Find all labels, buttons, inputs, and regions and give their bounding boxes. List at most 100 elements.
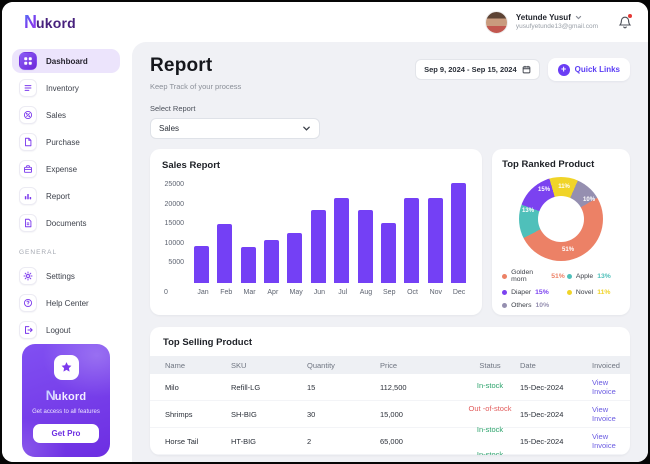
- table-cell: 2: [307, 436, 312, 446]
- sidebar-item-label: Sales: [46, 110, 67, 120]
- documents-icon: [19, 214, 37, 232]
- legend-name: Novel: [575, 289, 594, 296]
- table-cell: Milo: [165, 382, 179, 392]
- plot-area: [192, 179, 470, 283]
- donut-ring: [519, 177, 604, 261]
- legend-percent: 15%: [535, 289, 549, 296]
- y-axis: 5000 10000 15000 20000 25000: [162, 179, 192, 283]
- view-invoice-link[interactable]: View Invoice: [592, 432, 616, 450]
- legend-name: Apple: [575, 272, 594, 280]
- sidebar-item-label: Logout: [46, 325, 71, 335]
- sidebar-item-label: Inventory: [46, 83, 79, 93]
- promo-logo-text: ukord: [54, 391, 87, 403]
- brand-logo-text: ukord: [36, 14, 76, 31]
- table-header-cell: SKU: [231, 360, 247, 370]
- sidebar-item-logout[interactable]: Logout: [12, 318, 120, 342]
- bar-apr: [264, 239, 280, 283]
- view-invoice-link[interactable]: View Invoice: [592, 405, 616, 423]
- top-ranked-title: Top Ranked Product: [502, 159, 595, 170]
- x-tick-label: Mar: [243, 289, 256, 296]
- sidebar-item-help-center[interactable]: Help Center: [12, 291, 120, 315]
- legend-dot: [502, 273, 508, 279]
- sales-report-title: Sales Report: [162, 160, 221, 171]
- donut-slice-label: 51%: [562, 247, 575, 253]
- legend-item-diaper: Diaper 15%: [502, 289, 565, 296]
- x-origin-label: 0: [164, 289, 168, 296]
- x-tick-label: Sep: [383, 289, 396, 296]
- table-cell: SH-BIG: [231, 409, 257, 419]
- notification-dot: [628, 13, 632, 18]
- x-tick-label: Aug: [359, 289, 373, 296]
- sidebar-item-label: Report: [46, 191, 71, 201]
- legend-name: Golden morn: [511, 269, 534, 283]
- main-content: Report Keep Track of your process Sep 9,…: [132, 42, 648, 462]
- sidebar-item-label: Expense: [46, 164, 78, 174]
- dashboard-icon: [19, 52, 37, 70]
- x-tick-label: Jul: [338, 289, 348, 296]
- legend-item-others: Others 10%: [502, 302, 565, 309]
- sidebar-item-purchase[interactable]: Purchase: [12, 130, 120, 154]
- status-badge: In-stock: [476, 424, 504, 434]
- sidebar-item-expense[interactable]: Expense: [12, 157, 120, 181]
- promo-tagline: Get access to all features: [32, 409, 100, 415]
- y-tick-label: 25000: [164, 180, 184, 188]
- logout-icon: [19, 321, 37, 339]
- sidebar-item-report[interactable]: Report: [12, 184, 120, 208]
- table-header: Name SKU Quantity Price Status Date Invoiced: [150, 356, 630, 374]
- legend-dot: [502, 290, 508, 295]
- sales-report-card: Sales Report 5000 10000 15000 20000 25000 0 …: [150, 149, 483, 315]
- table-header-cell: Date: [520, 360, 536, 370]
- x-tick-label: Oct: [407, 289, 418, 296]
- user-menu[interactable]: Yetunde Yusuf yusufyetunde13@gmail.com: [484, 10, 632, 34]
- view-invoice-link[interactable]: View Invoice: [592, 378, 616, 396]
- x-tick-label: May: [289, 289, 303, 296]
- table-header-cell: Quantity: [307, 360, 335, 370]
- table-body: Milo Refill-LG 15 112,500 In-stock 15-Dec-202…: [150, 374, 630, 455]
- date-range-label: Sep 9, 2024 - Sep 15, 2024: [424, 65, 517, 74]
- page-title: Report: [150, 55, 213, 76]
- table-cell: 65,000: [380, 436, 403, 446]
- donut-slice-label: 10%: [583, 197, 596, 203]
- bar-mar: [240, 246, 256, 283]
- get-pro-button[interactable]: Get Pro: [33, 424, 99, 443]
- legend-percent: 11%: [597, 289, 611, 296]
- bar-oct: [404, 197, 420, 283]
- x-tick-label: Jan: [197, 289, 209, 296]
- table-header-cell: Status: [479, 360, 501, 370]
- plus-circle-icon: +: [557, 63, 570, 76]
- top-selling-product-card: Top Selling Product Name SKU Quantity Price…: [150, 327, 630, 455]
- table-row: Milo Refill-LG 15 112,500 In-stock 15-Dec-202…: [150, 374, 630, 401]
- inventory-icon: [19, 79, 37, 97]
- bell-icon[interactable]: [618, 13, 632, 30]
- table-cell: HT-BIG: [231, 436, 257, 446]
- donut-slice-label: 13%: [522, 208, 535, 214]
- sidebar-item-label: Help Center: [46, 298, 89, 308]
- purchase-icon: [19, 133, 37, 151]
- quick-links-label: Quick Links: [574, 65, 620, 74]
- report-select[interactable]: Sales: [150, 118, 320, 139]
- sidebar-item-documents[interactable]: Documents: [12, 211, 120, 235]
- promo-logo-n: N: [45, 387, 56, 403]
- sidebar-item-settings[interactable]: Settings: [12, 264, 120, 288]
- legend-dot: [502, 303, 508, 308]
- table-cell: Refill-LG: [231, 382, 261, 392]
- date-range-button[interactable]: Sep 9, 2024 - Sep 15, 2024: [415, 59, 540, 80]
- user-name: Yetunde Yusuf: [515, 12, 571, 22]
- x-tick-labels: Jan Feb Mar Apr May Jun Jul Aug Sep Oct Nov Dec: [192, 289, 470, 296]
- table-header-cell: Invoiced: [592, 360, 620, 370]
- status-badge: Out -of-stock: [468, 403, 512, 413]
- sidebar-item-label: Settings: [46, 271, 75, 281]
- status-badge: In-stock: [476, 380, 504, 390]
- x-tick-label: Feb: [220, 289, 233, 296]
- sidebar-item-sales[interactable]: Sales: [12, 103, 120, 127]
- user-email: yusufyetunde13@gmail.com: [515, 22, 598, 30]
- sidebar-item-inventory[interactable]: Inventory: [12, 76, 120, 100]
- sidebar-item-dashboard[interactable]: Dashboard: [12, 49, 120, 73]
- quick-links-button[interactable]: + Quick Links: [547, 58, 630, 81]
- donut-slice-label: 15%: [538, 187, 551, 193]
- bar-sep: [380, 222, 396, 283]
- avatar[interactable]: [484, 10, 508, 34]
- bar-may: [287, 233, 303, 283]
